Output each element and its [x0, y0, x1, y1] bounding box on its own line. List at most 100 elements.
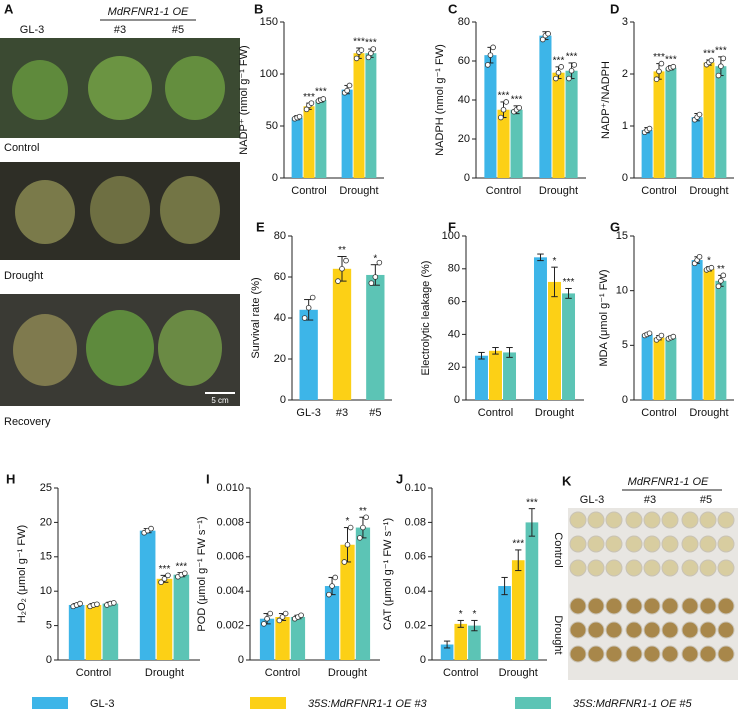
panel-label: J [396, 471, 403, 486]
y-tick-label: 20 [40, 516, 52, 528]
genotype-label: #5 [172, 24, 184, 36]
replicate-point [658, 60, 665, 67]
bar [715, 66, 727, 178]
replicate-point [356, 535, 363, 541]
replicate-point [332, 574, 339, 581]
replicate-point [720, 55, 727, 62]
significance: *** [176, 561, 188, 572]
genotype-label: GL-3 [580, 494, 604, 506]
row-label: Control [552, 532, 564, 567]
leaf-disc [699, 535, 717, 553]
y-tick-label: 40 [274, 312, 286, 324]
replicate-point [670, 333, 677, 340]
leaf-disc [605, 597, 623, 615]
x-tick-label: Control [641, 407, 676, 419]
bar [102, 603, 119, 660]
x-tick-label: Control [76, 667, 111, 679]
replicate-point [305, 304, 312, 311]
x-tick-label: Control [443, 667, 478, 679]
bar [498, 586, 511, 660]
replicate-point [161, 576, 168, 582]
replicate-point [329, 583, 335, 589]
bar [484, 55, 497, 178]
y-tick-label: 0.10 [405, 482, 426, 494]
leaf-disc [661, 621, 679, 639]
x-tick-label: Drought [328, 667, 367, 679]
y-tick-label: 0.002 [216, 620, 244, 632]
replicate-point [696, 111, 703, 118]
bar [299, 309, 318, 400]
y-tick-label: 100 [260, 68, 278, 80]
y-tick-label: 20 [274, 353, 286, 365]
genotype-label: GL-3 [20, 24, 44, 36]
leaf-disc [681, 535, 699, 553]
significance: *** [653, 52, 665, 63]
bar [139, 530, 156, 660]
replicate-point [267, 610, 274, 617]
replicate-point [165, 572, 171, 579]
leaf-disc [643, 621, 661, 639]
plant [12, 60, 68, 120]
y-tick-label: 0 [46, 654, 52, 666]
y-tick-label: 0 [238, 654, 244, 666]
panel-label: A [4, 1, 14, 16]
y-tick-label: 60 [274, 271, 286, 283]
bar [366, 274, 385, 400]
y-tick-label: 3 [622, 16, 628, 28]
replicate-point [568, 67, 575, 74]
bar [353, 53, 365, 179]
leaf-disc [699, 621, 717, 639]
significance: *** [303, 92, 315, 103]
replicate-point [498, 114, 504, 121]
leaf-disc [661, 511, 679, 529]
leaf-disc [717, 559, 735, 577]
leaf-disc [605, 559, 623, 577]
replicate-point [553, 75, 559, 82]
bar [653, 337, 665, 400]
y-tick-label: 0 [622, 394, 628, 406]
leaf-disc [699, 597, 717, 615]
panel-label: G [610, 219, 620, 234]
panel-label: B [254, 1, 263, 16]
leaf-disc [625, 645, 643, 663]
y-tick-label: 0.08 [405, 516, 426, 528]
replicate-point [715, 283, 722, 290]
x-tick-label: Control [265, 667, 300, 679]
plant [90, 176, 150, 244]
replicate-point [335, 278, 341, 284]
bar [324, 586, 340, 660]
y-axis-label: H₂O₂ (μmol g⁻¹ FW) [16, 525, 28, 623]
bar [691, 260, 703, 400]
leaf-disc [699, 645, 717, 663]
bar [552, 72, 565, 178]
y-axis-label: MDA (μmol g⁻¹ FW) [598, 269, 610, 366]
leaf-disc [625, 621, 643, 639]
y-tick-label: 5 [622, 339, 628, 351]
significance: *** [526, 497, 538, 508]
bar [173, 574, 190, 660]
replicate-point [708, 57, 715, 64]
leaf-disc [587, 511, 605, 529]
y-tick-label: 25 [40, 482, 52, 494]
bar [303, 106, 315, 178]
panel-label: E [256, 219, 265, 234]
significance: *** [703, 49, 715, 60]
leaf-disc [681, 645, 699, 663]
bar [454, 623, 468, 660]
bar [355, 527, 371, 660]
leaf-disc [625, 511, 643, 529]
replicate-point [539, 36, 546, 43]
replicate-point [309, 294, 316, 301]
panel-label: F [448, 219, 456, 234]
plant [13, 314, 77, 386]
replicate-point [658, 332, 665, 339]
leaf-disc [717, 597, 735, 615]
oe-label: MdRFNR1-1 OE [108, 6, 189, 18]
replicate-point [353, 55, 360, 62]
y-tick-label: 50 [266, 120, 278, 132]
significance: *** [553, 55, 565, 66]
leaf-disc [661, 535, 679, 553]
significance: *** [498, 91, 510, 102]
replicate-point [571, 62, 578, 68]
